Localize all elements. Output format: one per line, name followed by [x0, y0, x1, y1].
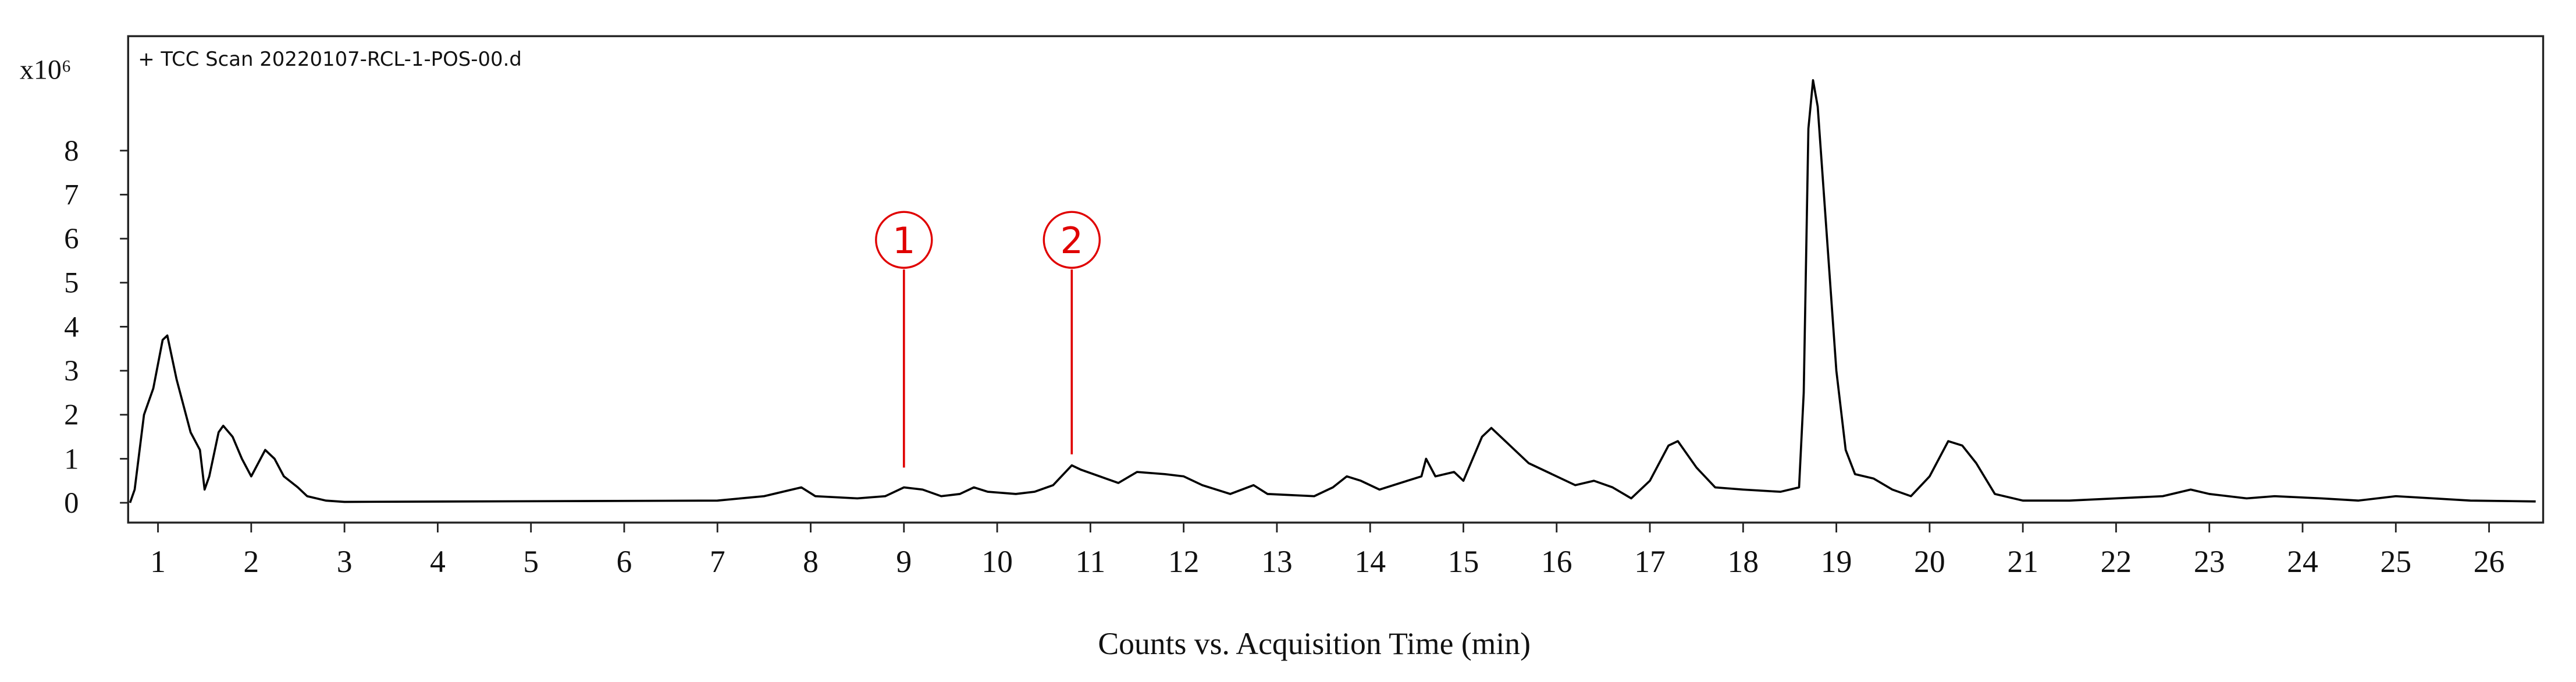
x-tick-label: 2 [243, 544, 259, 579]
x-tick-label: 1 [150, 544, 166, 579]
y-tick-label: 3 [64, 354, 79, 387]
x-tick-label: 4 [430, 544, 446, 579]
x-tick-label: 12 [1168, 544, 1200, 579]
y-tick-label: 4 [64, 310, 79, 343]
annotation-circle [875, 211, 933, 269]
x-tick-label: 9 [896, 544, 912, 579]
x-tick-label: 20 [1914, 544, 1945, 579]
x-tick-label: 10 [981, 544, 1013, 579]
x-tick-label: 11 [1076, 544, 1106, 579]
x-tick-label: 25 [2380, 544, 2411, 579]
y-multiplier: x10⁶ [20, 55, 72, 86]
y-tick-label: 8 [64, 134, 79, 167]
x-tick-label: 17 [1634, 544, 1666, 579]
x-tick-label: 8 [803, 544, 819, 579]
x-tick-label: 16 [1541, 544, 1572, 579]
annotation-circle [1043, 211, 1101, 269]
annotation-label: 1 [892, 219, 916, 262]
y-tick-label: 7 [64, 178, 79, 211]
y-tick-label: 1 [64, 442, 79, 475]
y-tick-label: 2 [64, 399, 79, 431]
x-tick-label: 6 [617, 544, 632, 579]
x-axis-label: Counts vs. Acquisition Time (min) [1098, 626, 1531, 661]
x-tick-label: 5 [523, 544, 539, 579]
x-tick-label: 19 [1821, 544, 1852, 579]
x-tick-label: 7 [710, 544, 725, 579]
x-tick-label: 26 [2474, 544, 2505, 579]
x-tick-label: 22 [2101, 544, 2132, 579]
x-tick-label: 23 [2194, 544, 2225, 579]
x-tick-label: 14 [1354, 544, 1386, 579]
y-tick-label: 5 [64, 267, 79, 299]
chart-title: + TCC Scan 20220107-RCL-1-POS-00.d [138, 48, 522, 70]
x-tick-label: 18 [1727, 544, 1759, 579]
plot-frame [127, 35, 2545, 524]
x-tick-label: 15 [1448, 544, 1479, 579]
x-tick-label: 13 [1261, 544, 1293, 579]
trace-line [129, 79, 2536, 503]
y-tick-label: 6 [64, 222, 79, 255]
y-tick-label: 0 [64, 486, 79, 519]
annotation-label: 2 [1061, 219, 1084, 262]
x-tick-label: 21 [2007, 544, 2038, 579]
x-tick-label: 24 [2287, 544, 2318, 579]
x-tick-label: 3 [337, 544, 353, 579]
